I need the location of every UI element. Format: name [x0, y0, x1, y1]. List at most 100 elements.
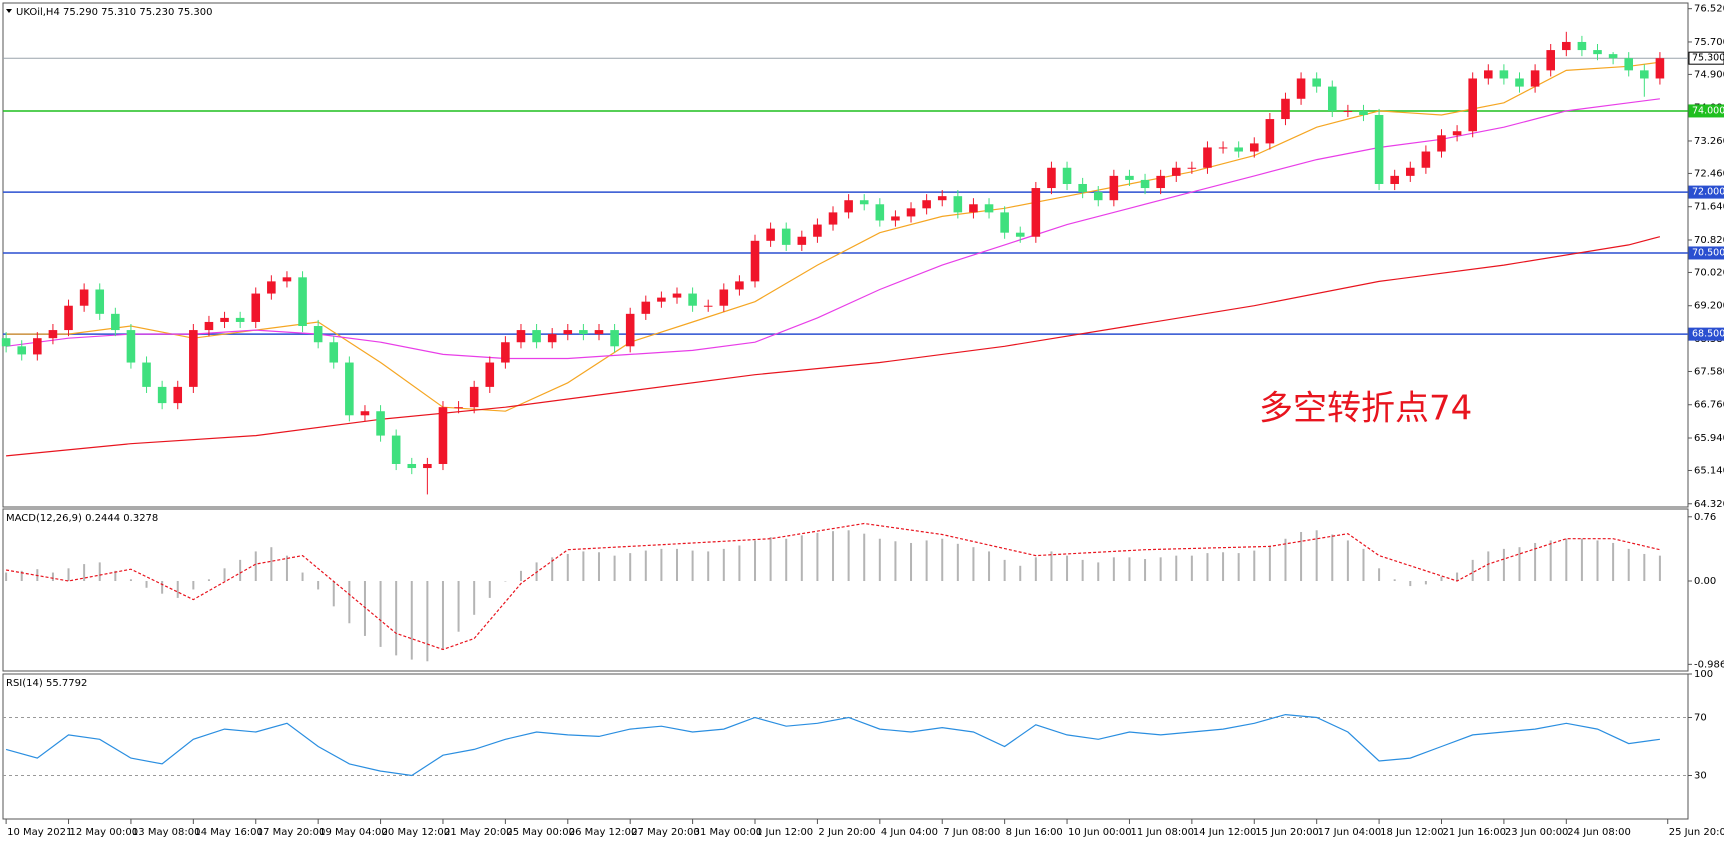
x-tick-label: 26 May 12:00	[569, 827, 638, 838]
macd-bar	[332, 581, 335, 607]
macd-bar	[98, 562, 101, 581]
macd-bar	[832, 531, 835, 581]
candle-body	[1577, 41, 1587, 51]
x-tick-label: 12 May 00:00	[70, 827, 139, 838]
macd-bar	[707, 551, 710, 581]
candle-body	[1421, 151, 1431, 168]
macd-bar	[629, 553, 632, 581]
macd-bar	[1565, 538, 1568, 581]
x-tick-label: 10 Jun 00:00	[1068, 827, 1132, 838]
macd-bar	[894, 541, 897, 581]
macd-bar	[223, 568, 226, 581]
macd-bar	[239, 559, 242, 581]
macd-bar	[67, 568, 70, 581]
candle-body	[750, 240, 760, 282]
candle-body	[1109, 175, 1119, 201]
candle-body	[282, 277, 292, 282]
macd-bar	[285, 555, 288, 581]
macd-bar	[1019, 565, 1022, 581]
macd-bar	[348, 581, 351, 624]
candle-body	[1, 338, 11, 347]
macd-bar	[1159, 557, 1162, 581]
x-tick-label: 24 Jun 08:00	[1567, 827, 1631, 838]
macd-bar	[613, 555, 616, 581]
candle-body	[204, 321, 214, 331]
candle-body	[454, 407, 463, 409]
macd-bar	[410, 581, 413, 660]
macd-bar	[379, 581, 382, 647]
macd-bar	[1362, 548, 1365, 581]
y-tick-label: 66.760	[1694, 400, 1724, 411]
macd-bar	[676, 548, 678, 581]
x-tick-label: 17 Jun 04:00	[1318, 827, 1382, 838]
candle-body	[735, 281, 744, 290]
macd-bar	[192, 581, 195, 590]
candle-body	[251, 293, 261, 322]
y-tick-label: 70.820	[1694, 235, 1724, 246]
macd-bar	[1268, 545, 1271, 581]
candle-body	[157, 386, 167, 404]
candle-body	[126, 330, 136, 363]
candle-body	[1203, 147, 1212, 168]
main-title: UKOil,H4 75.290 75.310 75.230 75.300	[16, 7, 213, 18]
candle-body	[423, 463, 432, 469]
moving-average	[6, 61, 1660, 412]
level-tag	[1688, 327, 1724, 341]
candle-body	[1093, 192, 1103, 201]
x-tick-label: 17 May 20:00	[257, 827, 326, 838]
candle-body	[329, 342, 339, 363]
candle-body	[1593, 50, 1602, 55]
collapse-arrow	[6, 9, 12, 13]
y-tick-label: 71.640	[1694, 202, 1724, 213]
candle-body	[1484, 70, 1493, 79]
macd-bar	[1658, 555, 1661, 581]
candle-body	[313, 326, 323, 343]
candle-body	[1312, 78, 1321, 87]
macd-bar	[1190, 555, 1193, 581]
candle-body	[657, 297, 666, 302]
candle-body	[1062, 167, 1072, 184]
level-label: 72.000	[1692, 187, 1724, 198]
candle-body	[1624, 58, 1634, 71]
candle-body	[547, 334, 557, 343]
x-tick-label: 23 Jun 00:00	[1505, 827, 1569, 838]
x-tick-label: 14 Jun 12:00	[1193, 827, 1257, 838]
y-tick-label: 67.580	[1694, 366, 1724, 377]
candle-body	[953, 196, 963, 213]
moving-average	[6, 236, 1661, 457]
panel-frame	[2, 2, 1689, 508]
candle-body	[1171, 167, 1181, 176]
candle-body	[173, 386, 183, 404]
panel-frame	[2, 508, 1689, 672]
level-tag	[1688, 185, 1724, 199]
macd-bar	[519, 570, 522, 581]
candle-body	[501, 342, 510, 363]
level-label: 75.300	[1692, 53, 1724, 64]
macd-bar	[1471, 559, 1474, 581]
candle-body	[1452, 131, 1462, 136]
candle-body	[1655, 58, 1665, 79]
macd-bar	[551, 557, 554, 581]
macd-bar	[597, 552, 600, 581]
macd-bar	[1580, 538, 1583, 581]
candle-body	[267, 281, 276, 294]
signal-line	[5, 522, 1661, 651]
candle-body	[1000, 212, 1009, 233]
x-tick-label: 2 Jun 20:00	[818, 827, 875, 838]
macd-title: MACD(12,26,9) 0.2444 0.3278	[6, 513, 158, 524]
macd-bar	[816, 532, 819, 581]
candle-body	[1374, 115, 1384, 184]
macd-bar	[878, 538, 881, 581]
macd-bar	[1643, 553, 1646, 581]
macd-bar	[800, 535, 803, 581]
macd-bar	[785, 538, 788, 581]
annotation: 多空转折点74	[1259, 389, 1472, 429]
candle-body	[407, 463, 417, 469]
macd-bar	[1456, 572, 1459, 581]
x-tick-label: 11 Jun 08:00	[1130, 827, 1194, 838]
macd-bar	[847, 530, 850, 581]
candle-body	[719, 289, 729, 306]
candle-body	[672, 293, 682, 298]
macd-bar	[1097, 562, 1100, 581]
macd-bar	[317, 581, 320, 590]
